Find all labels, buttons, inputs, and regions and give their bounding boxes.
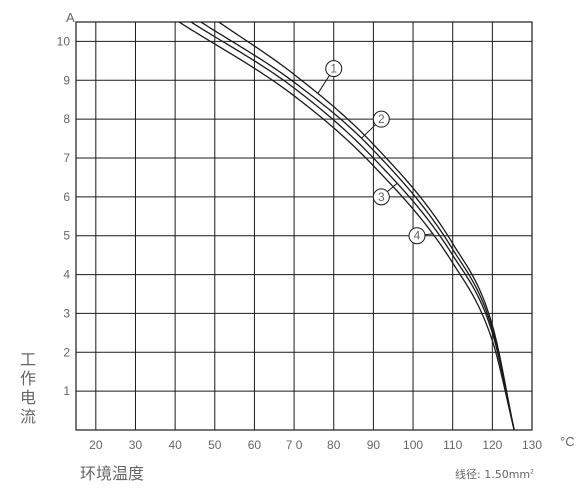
y-axis-label: 工作电流: [20, 350, 37, 426]
series-label-leader-1: [317, 75, 330, 94]
plot-frame: [75, 21, 533, 431]
series-label-leader-2: [361, 124, 376, 139]
y-tick-label: 10: [57, 34, 71, 48]
wire-gauge-superscript: 2: [530, 468, 534, 476]
series-label-leader-4: [424, 233, 433, 236]
series-label-circle-1: [325, 60, 343, 78]
series-label-circle-2: [372, 110, 390, 128]
x-tick-label: 7 0: [286, 438, 303, 452]
series-line-4: [178, 21, 515, 431]
x-axis-label: 环境温度: [80, 464, 145, 483]
x-tick-label: 60: [248, 438, 262, 452]
series-line-1: [218, 21, 515, 431]
y-tick-label: 4: [63, 268, 70, 282]
y-tick-label: 1: [63, 384, 70, 398]
x-tick-label: 100: [403, 438, 423, 452]
x-tick-label: 50: [208, 438, 222, 452]
y-tick-label: 6: [63, 190, 70, 204]
series-line-2: [200, 21, 515, 431]
y-axis-unit: A: [66, 10, 75, 25]
series-label-circle-3: [372, 188, 390, 206]
x-tick-labels: 20 30 40 50 60 7 0 80 90 100 110 120 130: [89, 438, 542, 452]
series-label-3: 3: [378, 190, 385, 204]
y-tick-label: 8: [63, 112, 70, 126]
series-label-circle-4: [408, 227, 426, 245]
wire-gauge-text: 线径: 1.50mm: [455, 468, 531, 481]
x-tick-label: 20: [89, 438, 103, 452]
y-tick-labels: 1 2 3 4 5 6 7 8 9 10: [57, 34, 71, 398]
series-label-leader-3: [387, 182, 398, 193]
series-label-4: 4: [414, 229, 421, 243]
x-axis-unit: °C: [560, 434, 575, 449]
x-tick-label: 40: [168, 438, 182, 452]
series-labels: 1 2 3 4: [317, 60, 433, 245]
series-line-3: [190, 21, 515, 431]
chart-series: [178, 21, 515, 431]
series-label-2: 2: [378, 112, 385, 126]
y-tick-label: 3: [63, 306, 70, 320]
x-tick-label: 110: [443, 438, 462, 452]
x-tick-label: 130: [522, 438, 542, 452]
chart-grid: [76, 22, 532, 430]
x-tick-label: 30: [129, 438, 143, 452]
wire-gauge-note: 线径: 1.50mm2: [455, 466, 534, 482]
series-label-1: 1: [330, 62, 337, 76]
y-tick-label: 2: [63, 345, 70, 359]
x-tick-label: 120: [482, 438, 502, 452]
x-tick-label: 80: [327, 438, 341, 452]
y-tick-label: 9: [63, 73, 70, 87]
y-tick-label: 5: [63, 229, 70, 243]
y-tick-label: 7: [63, 151, 70, 165]
x-tick-label: 90: [367, 438, 381, 452]
